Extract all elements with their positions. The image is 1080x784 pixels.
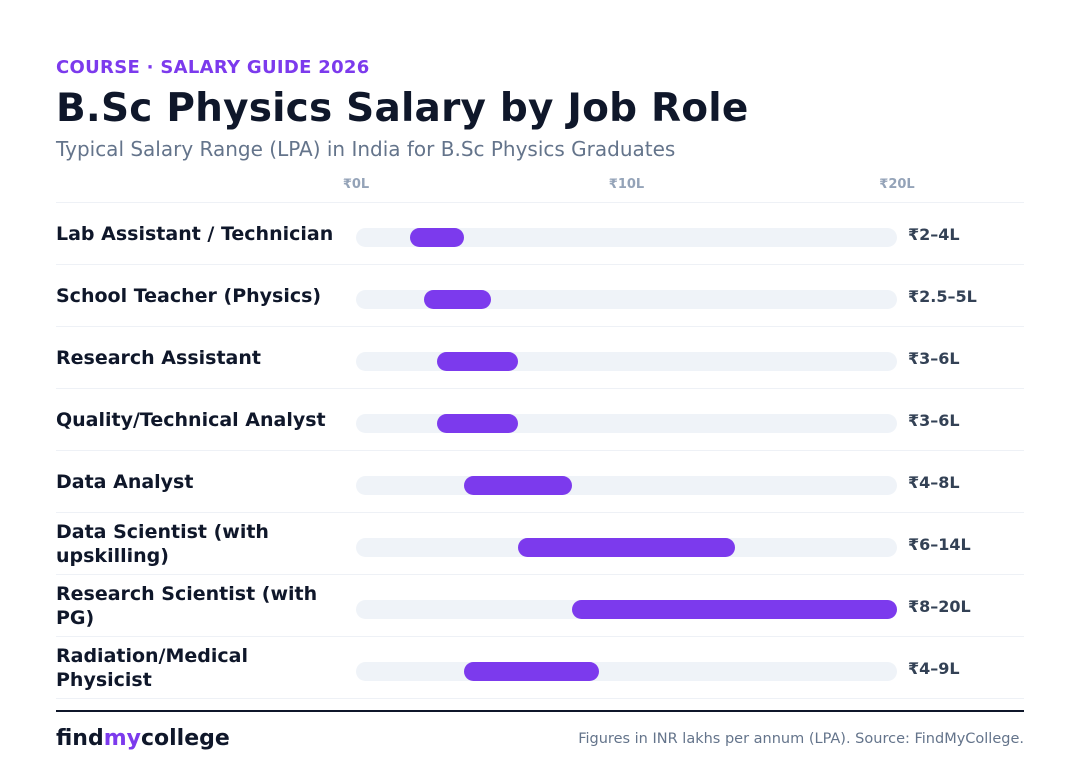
- brand-logo[interactable]: findmycollege: [56, 726, 230, 751]
- chart-row: Research Assistant ₹3–6L: [56, 326, 1024, 388]
- eyebrow-label: COURSE · SALARY GUIDE 2026: [56, 57, 370, 78]
- chart-row: Quality/Technical Analyst ₹3–6L: [56, 388, 1024, 450]
- chart-row: Radiation/Medical Physicist ₹4–9L: [56, 636, 1024, 698]
- chart-row: Data Analyst ₹4–8L: [56, 450, 1024, 512]
- salary-range-bar: [410, 228, 465, 247]
- bar-track: [356, 662, 897, 681]
- brand-text-my: my: [103, 726, 141, 751]
- row-divider: [56, 698, 1024, 699]
- chart-row: Research Scientist (with PG) ₹8–20L: [56, 574, 1024, 636]
- x-tick-label: ₹10L: [608, 177, 645, 192]
- bar-track: [356, 228, 897, 247]
- category-label: Radiation/Medical Physicist: [56, 645, 249, 691]
- range-value-label: ₹8–20L: [908, 596, 971, 616]
- bar-track: [356, 290, 897, 309]
- salary-range-bar: [437, 352, 519, 371]
- salary-range-bar: [423, 290, 492, 309]
- page-title: B.Sc Physics Salary by Job Role: [56, 86, 749, 131]
- category-label: Research Scientist (with PG): [56, 583, 318, 629]
- brand-text-college: college: [140, 726, 230, 751]
- category-label: Lab Assistant / Technician: [56, 223, 334, 245]
- salary-range-bar: [572, 600, 897, 619]
- brand-text-find: find: [56, 726, 104, 751]
- range-value-label: ₹6–14L: [908, 534, 971, 554]
- page-subtitle: Typical Salary Range (LPA) in India for …: [56, 137, 676, 161]
- footer-divider: [56, 710, 1024, 712]
- chart-row: School Teacher (Physics) ₹2.5–5L: [56, 264, 1024, 326]
- salary-range-bar: [464, 662, 600, 681]
- category-label: Data Analyst: [56, 471, 194, 493]
- category-label: Data Scientist (with upskilling): [56, 521, 269, 567]
- range-value-label: ₹3–6L: [908, 410, 960, 430]
- category-label: School Teacher (Physics): [56, 285, 322, 307]
- range-value-label: ₹2–4L: [908, 224, 960, 244]
- chart-row: Data Scientist (with upskilling) ₹6–14L: [56, 512, 1024, 574]
- category-label: Research Assistant: [56, 347, 261, 369]
- salary-range-bar: [464, 476, 573, 495]
- salary-range-bar: [518, 538, 735, 557]
- chart-row: Lab Assistant / Technician ₹2–4L: [56, 202, 1024, 264]
- range-value-label: ₹4–9L: [908, 658, 960, 678]
- x-tick-label: ₹0L: [342, 177, 370, 192]
- x-tick-label: ₹20L: [879, 177, 915, 192]
- range-value-label: ₹4–8L: [908, 472, 960, 492]
- salary-range-bar: [437, 414, 519, 433]
- range-value-label: ₹3–6L: [908, 348, 960, 368]
- category-label: Quality/Technical Analyst: [56, 409, 326, 431]
- source-note: Figures in INR lakhs per annum (LPA). So…: [578, 731, 1024, 747]
- bar-track: [356, 476, 897, 495]
- range-value-label: ₹2.5–5L: [908, 286, 977, 306]
